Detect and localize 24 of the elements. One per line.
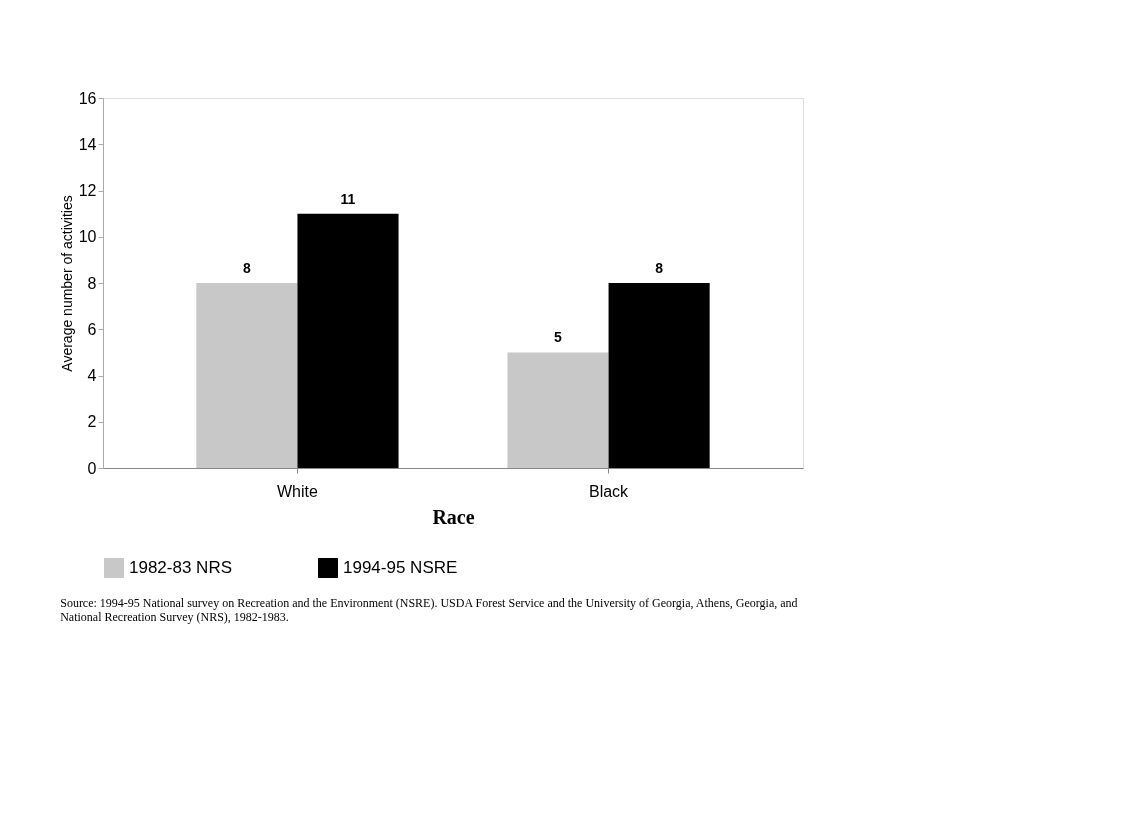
y-tick-label: 16 <box>78 89 97 107</box>
x-axis-title: Race <box>432 505 475 528</box>
y-tick-label: 12 <box>78 182 97 199</box>
y-tick-label: 6 <box>87 320 97 338</box>
data-label: 5 <box>554 329 563 346</box>
y-tick-label: 8 <box>87 274 97 292</box>
bar <box>196 283 298 468</box>
data-label: 8 <box>655 260 664 276</box>
legend-label: 1982-83 NRS <box>129 558 233 577</box>
y-tick-label: 0 <box>87 459 97 477</box>
bar <box>507 352 609 468</box>
x-tick-label: Black <box>588 482 630 500</box>
y-tick-label: 14 <box>78 135 97 153</box>
bar <box>297 213 399 468</box>
y-axis-title: Average number of activities <box>58 195 75 372</box>
data-label: 11 <box>340 190 356 207</box>
source-note: Source: 1994-95 National survey on Recreation and the Environment (NSRE). USDA Forest Service and the University of Georgia, Athens, Georgia, and National Recreation Survey (NRS), 1982-1983. <box>60 596 798 624</box>
legend-label: 1994-95 NSRE <box>343 558 458 577</box>
y-tick-label: 4 <box>87 367 97 384</box>
x-tick-label: White <box>276 482 318 500</box>
data-label: 8 <box>242 260 251 276</box>
y-tick-label: 10 <box>78 228 97 246</box>
bar <box>608 283 710 468</box>
y-tick-label: 2 <box>87 413 97 431</box>
